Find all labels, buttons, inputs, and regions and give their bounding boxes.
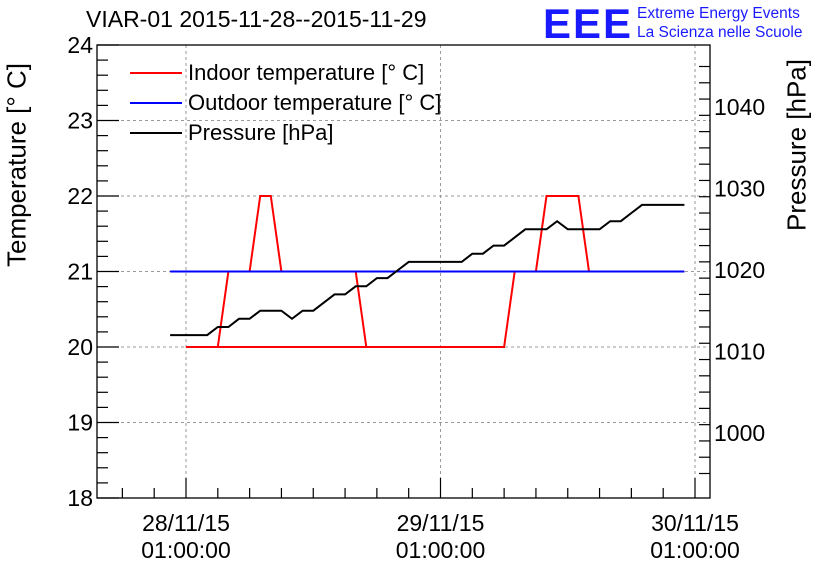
x-tick-label-date-0: 28/11/15 — [142, 510, 230, 536]
legend-swatch-pressure — [130, 132, 182, 134]
x-tick-label-time-0: 01:00:00 — [141, 537, 231, 563]
x-tick-label-date-2: 30/11/15 — [651, 510, 739, 536]
legend-label-indoor: Indoor temperature [° C] — [188, 60, 425, 85]
y-left-tick-label-1: 19 — [67, 410, 93, 436]
legend-swatch-outdoor — [130, 102, 182, 104]
logo-text: Extreme Energy Events La Scienza nelle S… — [637, 4, 802, 42]
logo-line-2: La Scienza nelle Scuole — [637, 24, 803, 41]
legend-label-pressure: Pressure [hPa] — [188, 120, 334, 145]
y-right-tick-label-4: 1040 — [714, 94, 765, 120]
x-tick-label-time-2: 01:00:00 — [650, 537, 740, 563]
legend-item-outdoor: Outdoor temperature [° C] — [130, 88, 441, 118]
y-left-tick-label-4: 22 — [67, 183, 93, 209]
y-axis-left-label: Temperature [° C] — [1, 62, 32, 268]
axes: 18 19 20 21 22 23 24 1000 1010 1020 1030 1040 28/11/… — [67, 32, 765, 563]
chart-title: VIAR-01 2015-11-28--2015-11-29 — [86, 6, 427, 32]
legend-label-outdoor: Outdoor temperature [° C] — [188, 90, 442, 115]
y-left-tick-label-5: 23 — [67, 108, 93, 134]
eee-logo: EEE — [543, 0, 634, 47]
series-group — [170, 195, 685, 348]
y-axis-right-label: Pressure [hPa] — [781, 59, 812, 231]
x-tick-label-time-1: 01:00:00 — [396, 537, 486, 563]
logo-line-1: Extreme Energy Events — [637, 5, 800, 22]
series-line-2 — [170, 203, 685, 337]
y-right-tick-label-1: 1010 — [714, 338, 765, 364]
y-right-tick-label-3: 1030 — [714, 176, 765, 202]
y-right-tick-label-0: 1000 — [714, 420, 765, 446]
y-left-tick-label-6: 24 — [67, 32, 93, 58]
legend-item-indoor: Indoor temperature [° C] — [130, 58, 441, 88]
legend-swatch-indoor — [130, 72, 182, 74]
x-tick-label-date-1: 29/11/15 — [397, 510, 485, 536]
legend-item-pressure: Pressure [hPa] — [130, 118, 441, 148]
y-right-tick-label-2: 1020 — [714, 257, 765, 283]
y-left-tick-label-0: 18 — [67, 485, 93, 511]
y-left-tick-label-3: 21 — [67, 259, 93, 285]
y-left-tick-label-2: 20 — [67, 334, 93, 360]
legend: Indoor temperature [° C] Outdoor tempera… — [130, 58, 441, 148]
